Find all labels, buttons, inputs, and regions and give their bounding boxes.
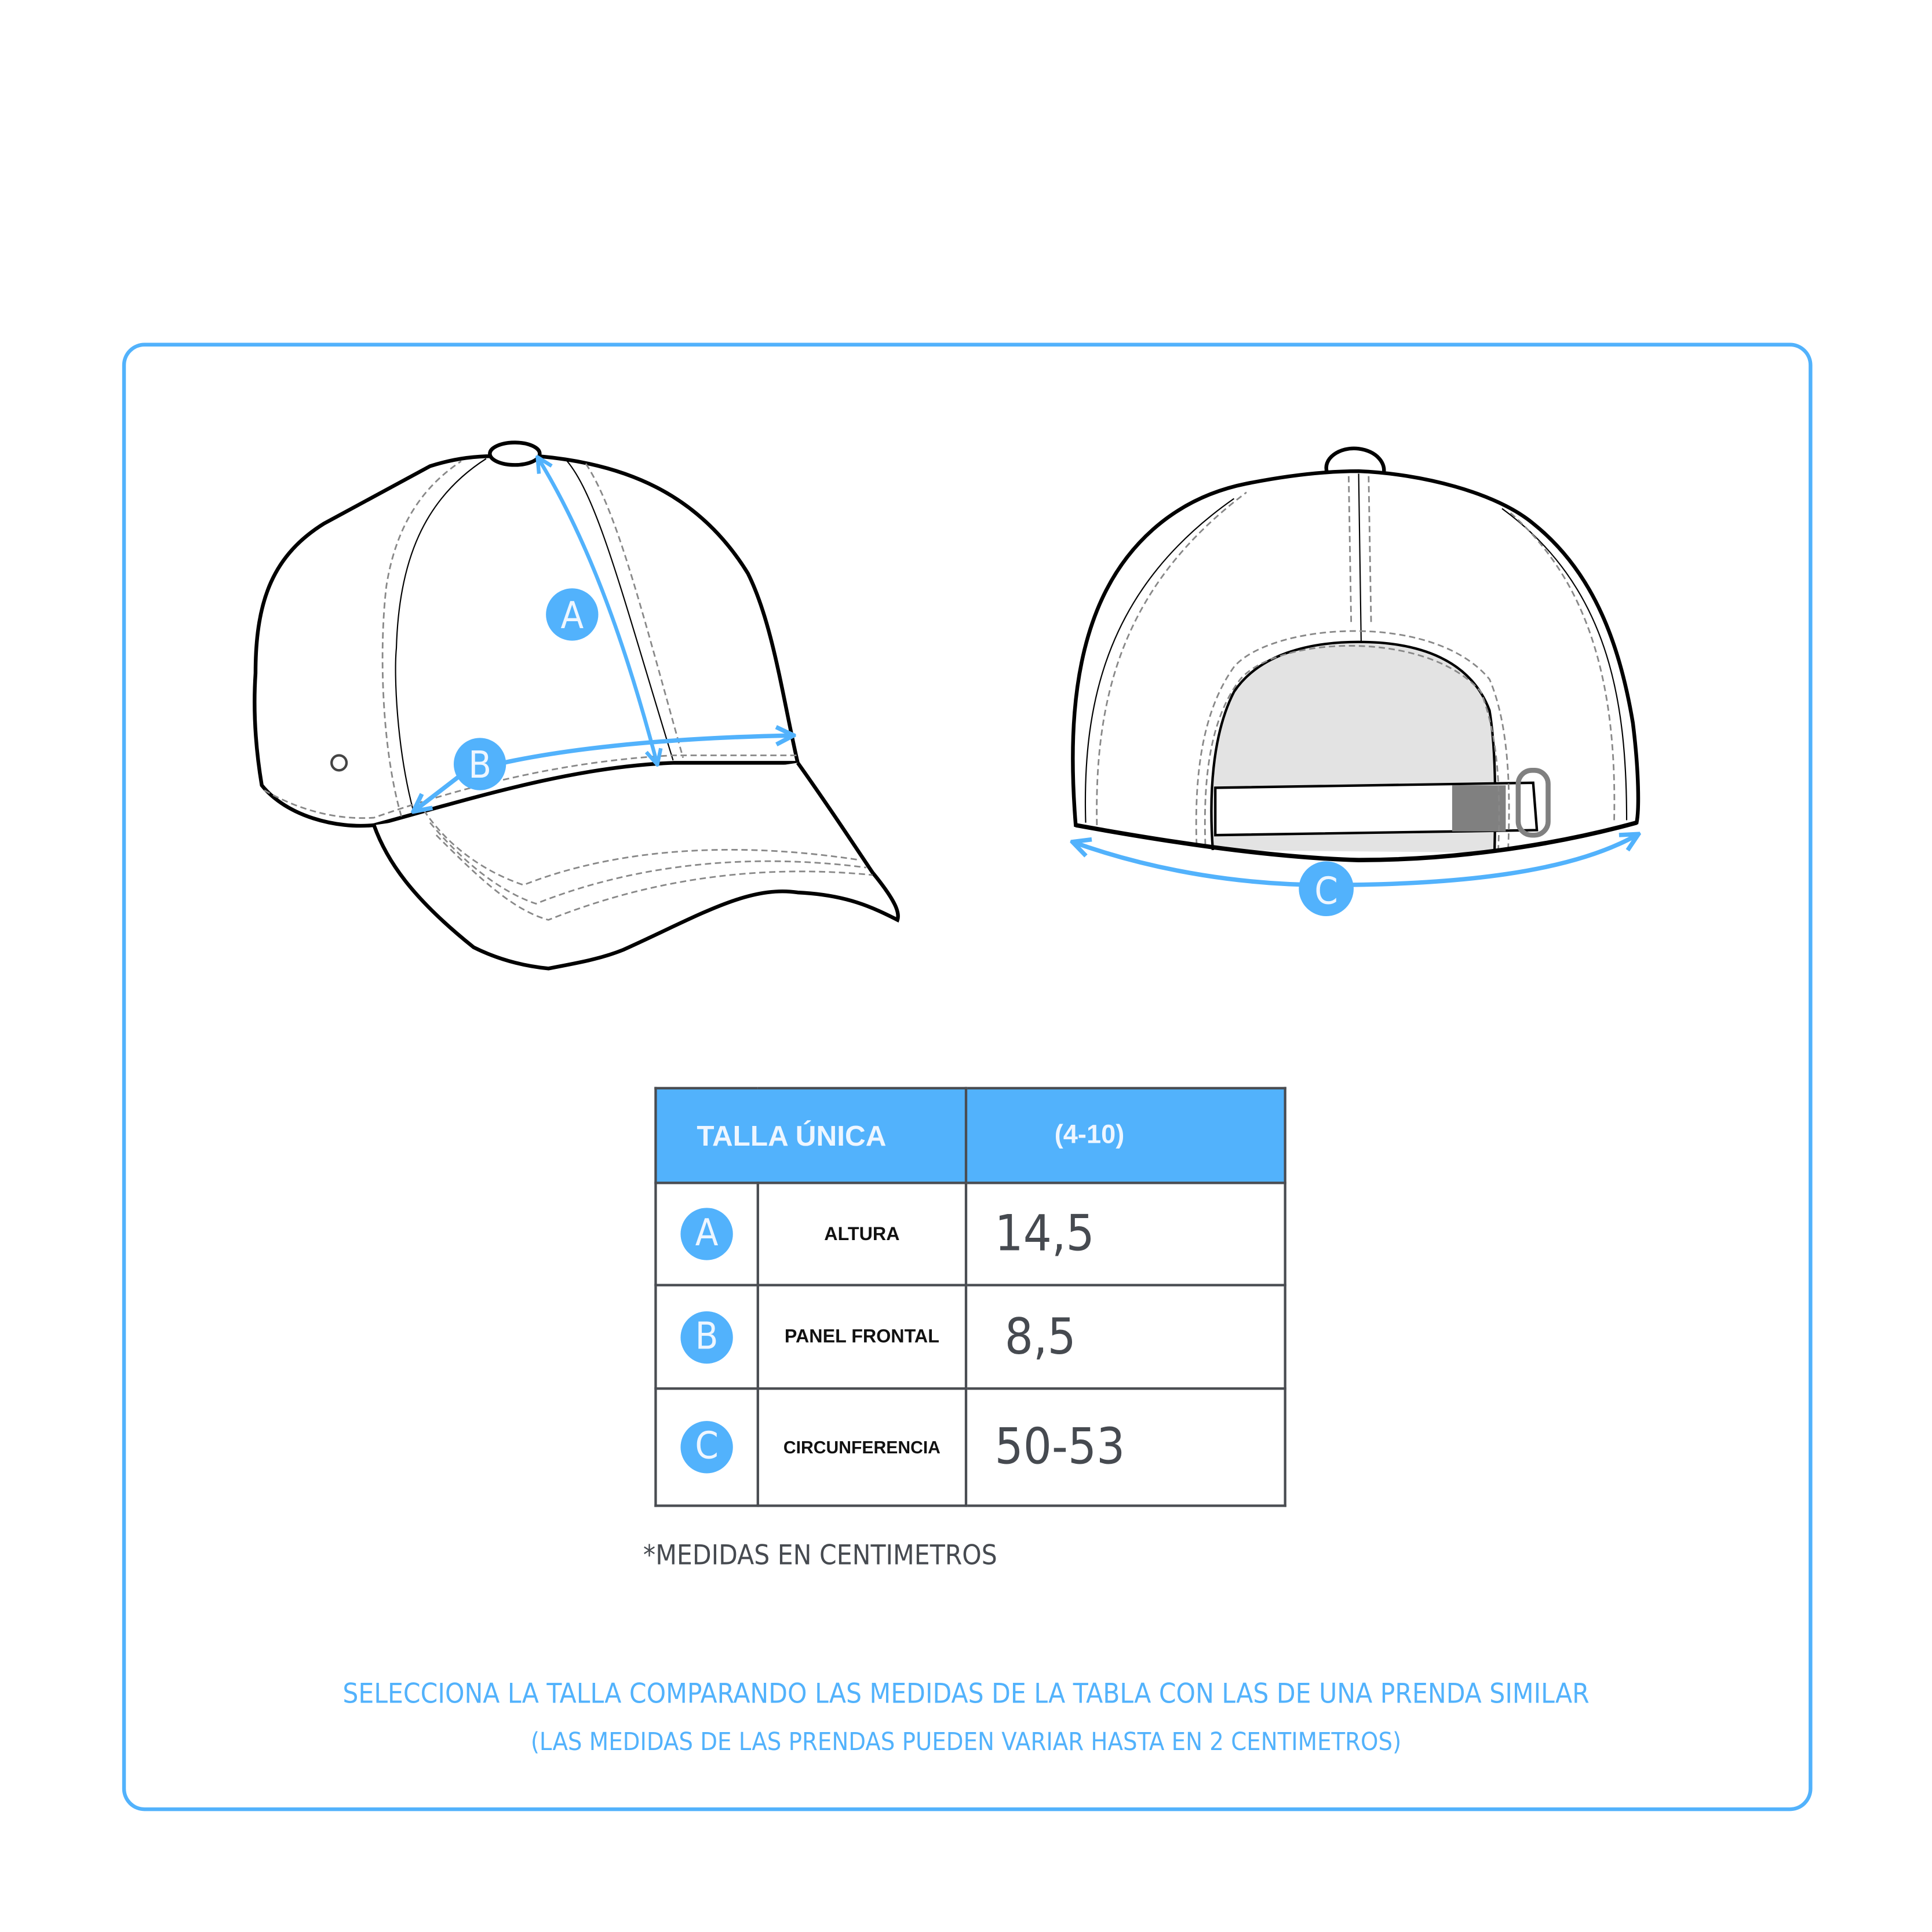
svg-text:C: C [1314, 869, 1338, 913]
marker-a: A [546, 588, 599, 641]
svg-text:A: A [560, 594, 584, 637]
marker-c: C [1299, 861, 1354, 916]
table-row: B PANEL FRONTAL 8,5 [654, 1284, 1286, 1390]
footer-disclaimer: (LAS MEDIDAS DE LAS PRENDAS PUEDEN VARIA… [530, 1726, 1402, 1756]
size-label: TALLA ÚNICA [654, 1087, 968, 1184]
row-value: 14,5 [964, 1182, 1286, 1286]
footer-instruction: SELECCIONA LA TALLA COMPARANDO LAS MEDID… [342, 1679, 1590, 1711]
marker-badge: A [680, 1208, 733, 1260]
units-note: *MEDIDAS EN CENTIMETROS [643, 1540, 997, 1572]
row-value: 8,5 [964, 1284, 1286, 1390]
cap-side-view [253, 440, 900, 971]
cap-back-view [1071, 446, 1641, 862]
table-row: A ALTURA 14,5 [654, 1182, 1286, 1286]
size-range: (4-10) [964, 1087, 1286, 1184]
row-label: ALTURA [756, 1182, 968, 1286]
row-label: PANEL FRONTAL [756, 1284, 968, 1390]
height-arrow [538, 459, 657, 763]
size-table: TALLA ÚNICA (4-10) A ALTURA 14,5 B PANEL… [654, 1087, 1286, 1507]
marker-badge: C [680, 1421, 733, 1474]
row-label: CIRCUNFERENCIA [756, 1387, 968, 1507]
guide-frame [122, 342, 1813, 1811]
table-header: TALLA ÚNICA (4-10) [654, 1087, 1286, 1184]
marker-badge: B [680, 1310, 733, 1364]
table-row: C CIRCUNFERENCIA 50-53 [654, 1387, 1286, 1507]
marker-b: B [453, 738, 506, 790]
svg-text:B: B [468, 743, 491, 787]
row-value: 50-53 [964, 1387, 1286, 1507]
